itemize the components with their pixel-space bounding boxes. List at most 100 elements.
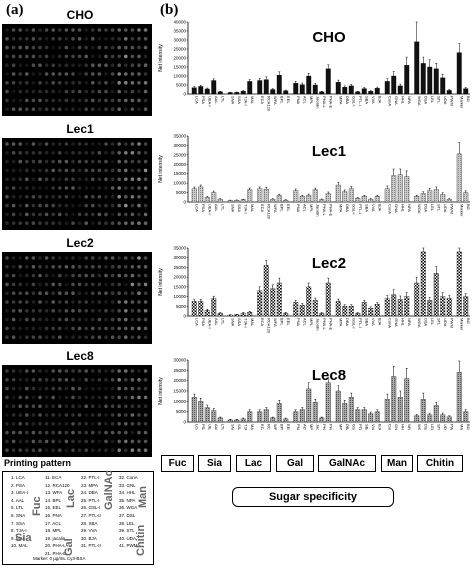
bar — [446, 298, 452, 317]
bar — [247, 81, 253, 95]
x-tick-label: ECA — [260, 424, 265, 430]
x-tick-label: GSL-I — [352, 204, 357, 214]
y-tick-label: 25000 — [173, 47, 186, 52]
y-tick-label: 0 — [183, 200, 186, 205]
bar — [384, 298, 390, 317]
bar — [420, 399, 426, 423]
bar — [283, 418, 289, 423]
x-tick-label: MAL — [250, 204, 255, 213]
x-tick-label: MAL — [250, 424, 255, 430]
x-tick-label: PHA-L — [322, 204, 327, 217]
y-tick-label: 5000 — [176, 304, 187, 309]
x-tick-label: UEA-I — [208, 424, 213, 430]
x-tick-label: Marker — [460, 318, 465, 331]
bar — [348, 188, 354, 203]
pattern-entry: 25. PTL-I — [81, 497, 100, 503]
x-tick-label: BPL — [280, 204, 285, 212]
bar — [374, 304, 380, 317]
category-man: Man — [381, 455, 413, 472]
y-tick-label: 30000 — [173, 143, 186, 148]
array-image-lec1 — [2, 138, 152, 230]
bar — [191, 87, 197, 95]
pattern-entry: 11. ECA — [45, 475, 62, 480]
x-tick-label: HHL — [401, 204, 406, 213]
x-tick-label: PNA — [296, 424, 301, 430]
printing-pattern-title: Printing pattern — [4, 458, 71, 468]
bar — [420, 63, 426, 95]
y-tick-label: 30000 — [173, 38, 186, 43]
x-tick-label: BJA — [378, 96, 383, 104]
x-tick-label: STL — [437, 424, 442, 430]
x-tick-label: SBA — [365, 424, 370, 430]
x-tick-label: SBA — [365, 204, 370, 212]
pattern-entry: 26. GSL-I — [81, 505, 101, 511]
bar — [463, 88, 469, 95]
x-tick-label: PSA — [201, 204, 206, 212]
x-tick-label: GNA — [394, 96, 399, 105]
chart-lec2: Lec2 Net intensity 35000 30000 25000 20000 150… — [158, 246, 471, 334]
bar — [211, 192, 217, 203]
bar — [234, 419, 240, 423]
bar — [348, 85, 354, 95]
bar — [306, 195, 312, 203]
x-tick-label: PSA — [201, 424, 206, 430]
x-tick-label: DSA — [424, 424, 429, 430]
x-tick-label: HHL — [401, 318, 406, 327]
bar — [384, 81, 390, 95]
bar — [211, 80, 217, 95]
x-tick-label: DBA — [345, 318, 350, 327]
bar — [234, 92, 240, 95]
bar — [204, 407, 210, 423]
bar — [270, 199, 276, 203]
bar — [391, 294, 397, 317]
x-tick-label: BPL — [280, 318, 285, 326]
bar — [263, 79, 269, 95]
y-tick-label: 35000 — [173, 134, 186, 139]
x-tick-label: EEL — [286, 424, 291, 430]
x-tick-label: ConA — [388, 318, 393, 328]
bar — [312, 402, 318, 423]
bar — [335, 184, 341, 203]
pattern-entry: 10. MAL — [11, 543, 28, 549]
bar — [319, 91, 325, 95]
bar — [306, 75, 312, 95]
x-tick-label: WGA — [417, 424, 422, 430]
x-tick-label: PHA-L — [322, 318, 327, 331]
y-tick-label: 5000 — [176, 83, 187, 88]
x-tick-label: LEL — [430, 318, 435, 326]
bar — [227, 419, 233, 423]
x-tick-label: PWM — [450, 318, 455, 328]
x-tick-label: SNA — [231, 424, 236, 430]
y-tick-label: 25000 — [173, 152, 186, 157]
pattern-entry: 41. PWM — [119, 543, 138, 549]
y-tick-label: 5000 — [176, 409, 187, 414]
y-tick-label: 20000 — [173, 162, 186, 167]
x-tick-label: PSA — [201, 318, 206, 326]
y-tick-label: 35000 — [173, 246, 186, 251]
y-tick-label: 15000 — [173, 171, 186, 176]
bar — [361, 302, 367, 317]
x-tick-label: VVA — [371, 424, 376, 430]
bar — [456, 52, 462, 95]
bar — [276, 403, 282, 423]
x-tick-label: DBA — [345, 424, 350, 430]
bar — [391, 175, 397, 203]
x-tick-label: SSA — [237, 424, 242, 430]
x-tick-label: STL — [437, 318, 442, 326]
bar — [463, 192, 469, 203]
bar — [293, 302, 299, 317]
y-tick-label: 15000 — [173, 284, 186, 289]
y-tick-label: 25000 — [173, 265, 186, 270]
array-image-lec2 — [2, 252, 152, 344]
bar — [204, 88, 210, 95]
x-tick-label: UEA-I — [208, 96, 213, 107]
x-tick-label: BG — [466, 204, 471, 210]
bar — [325, 282, 331, 317]
pattern-entry: 13. WFA — [45, 490, 63, 496]
array-title-cho: CHO — [66, 8, 94, 22]
bar — [270, 417, 276, 423]
y-axis-label: Net intensity — [158, 44, 164, 72]
bar — [374, 411, 380, 423]
y-tick-label: 0 — [183, 92, 186, 97]
bar — [276, 282, 282, 317]
